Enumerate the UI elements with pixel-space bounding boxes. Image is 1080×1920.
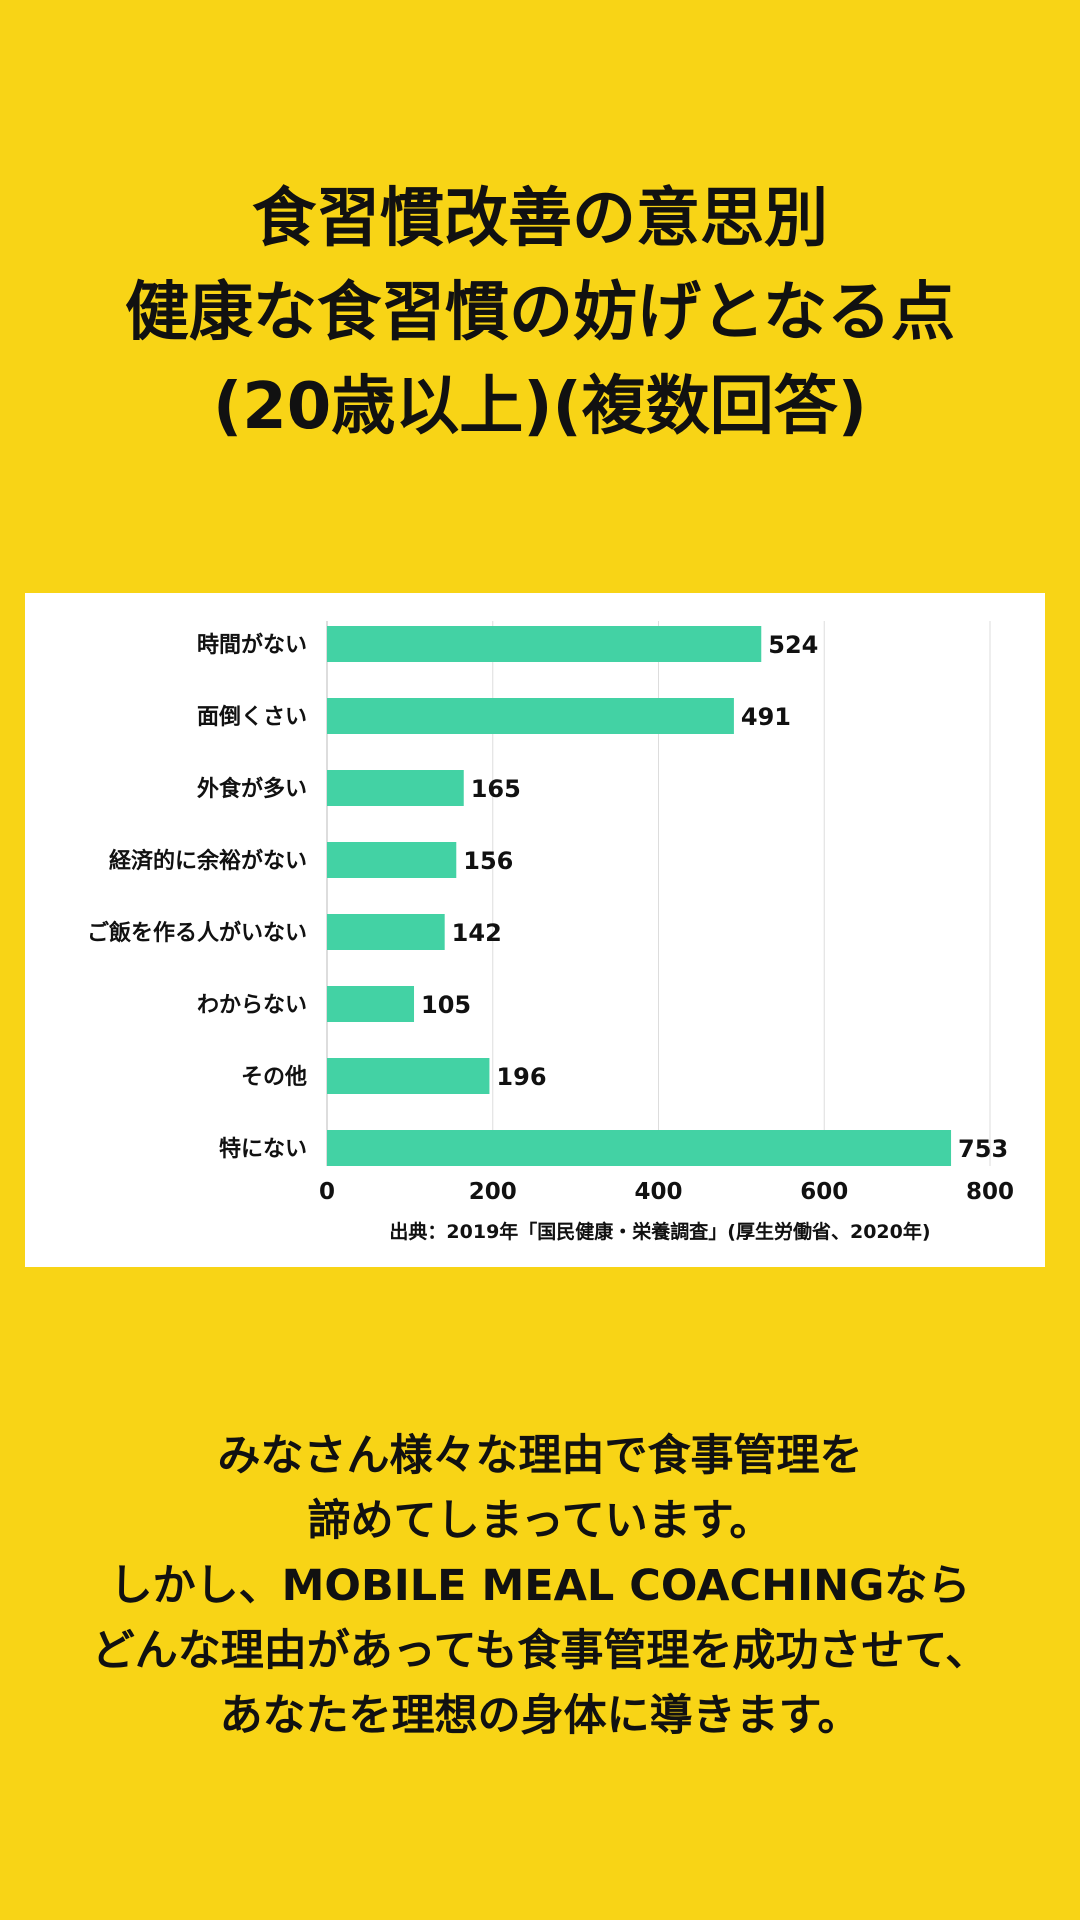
page-title: 食習慣改善の意思別 健康な食習慣の妨げとなる点 (20歳以上)(複数回答) (0, 172, 1080, 454)
category-label: その他 (241, 1065, 307, 1090)
bar-chart: 0 200 400 600 800 時間がない 524 面倒くさい 491 外食が多い 165 経済的… (87, 621, 1014, 1243)
data-label: 105 (421, 991, 471, 1019)
x-tick-label: 600 (800, 1179, 848, 1205)
x-tick-label: 800 (966, 1179, 1014, 1205)
chart-source: 出典：2019年「国民健康・栄養調査」(厚生労働省、2020年) (389, 1220, 930, 1243)
message-line-4: どんな理由があっても食事管理を成功させて、 (91, 1626, 989, 1676)
bar (327, 770, 464, 806)
category-label: 面倒くさい (197, 705, 307, 730)
category-label: 外食が多い (197, 776, 307, 802)
message-line-1: みなさん様々な理由で食事管理を (217, 1431, 863, 1481)
bar (327, 986, 415, 1022)
data-label: 156 (463, 847, 513, 875)
title-line-3: (20歳以上)(複数回答) (212, 370, 868, 444)
bar (327, 914, 445, 950)
data-label: 524 (768, 631, 818, 659)
data-label: 196 (496, 1063, 546, 1091)
category-label: わからない (197, 993, 307, 1018)
x-tick-label: 200 (469, 1179, 517, 1205)
category-label: 経済的に余裕がない (109, 848, 307, 874)
category-label: 特にない (219, 1136, 307, 1162)
message-line-5: あなたを理想の身体に導きます。 (219, 1691, 861, 1741)
bar (327, 698, 734, 734)
bar (327, 626, 762, 662)
data-label: 142 (452, 919, 502, 947)
x-tick-label: 0 (319, 1179, 335, 1205)
category-label: ご飯を作る人がいない (87, 920, 307, 946)
message-line-3: しかし、MOBILE MEAL COACHINGなら (109, 1561, 971, 1611)
message-line-2: 諦めてしまっています。 (307, 1496, 773, 1546)
category-label: 時間がない (197, 632, 307, 658)
data-label: 491 (741, 703, 791, 731)
data-label: 165 (471, 775, 521, 803)
x-tick-label: 400 (634, 1179, 682, 1205)
data-label: 753 (958, 1135, 1008, 1163)
chart-card: 0 200 400 600 800 時間がない 524 面倒くさい 491 外食が多い 165 経済的… (25, 593, 1045, 1267)
closing-message: みなさん様々な理由で食事管理を 諦めてしまっています。 しかし、MOBILE M… (0, 1424, 1080, 1749)
bars (327, 626, 952, 1166)
title-line-1: 食習慣改善の意思別 (252, 182, 828, 256)
bar (327, 1058, 490, 1094)
bar (327, 1130, 952, 1166)
bar (327, 842, 457, 878)
title-line-2: 健康な食習慣の妨げとなる点 (124, 276, 956, 350)
labels: 0 200 400 600 800 時間がない 524 面倒くさい 491 外食が多い 165 経済的… (87, 631, 1014, 1205)
